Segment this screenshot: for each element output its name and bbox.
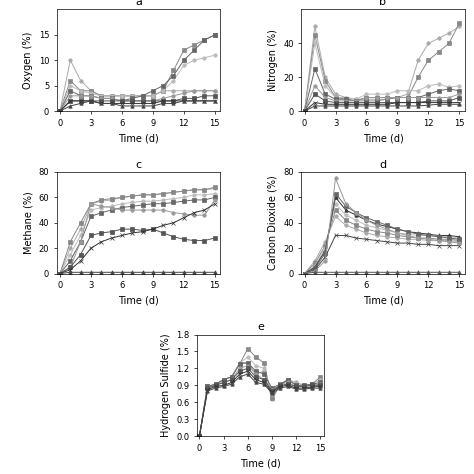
Y-axis label: Methane (%): Methane (%) [23, 191, 33, 254]
X-axis label: Time (d): Time (d) [363, 296, 403, 306]
Title: a: a [135, 0, 142, 7]
Y-axis label: Carbon Dioxide (%): Carbon Dioxide (%) [268, 175, 278, 270]
X-axis label: Time (d): Time (d) [118, 133, 159, 143]
Title: d: d [379, 160, 387, 170]
Title: b: b [380, 0, 386, 7]
Y-axis label: Nitrogen (%): Nitrogen (%) [268, 29, 278, 91]
X-axis label: Time (d): Time (d) [363, 133, 403, 143]
Title: e: e [257, 322, 264, 332]
X-axis label: Time (d): Time (d) [240, 458, 281, 468]
X-axis label: Time (d): Time (d) [118, 296, 159, 306]
Y-axis label: Oxygen (%): Oxygen (%) [23, 32, 33, 89]
Y-axis label: Hydrogen Sulfide (%): Hydrogen Sulfide (%) [161, 334, 171, 437]
Title: c: c [136, 160, 141, 170]
